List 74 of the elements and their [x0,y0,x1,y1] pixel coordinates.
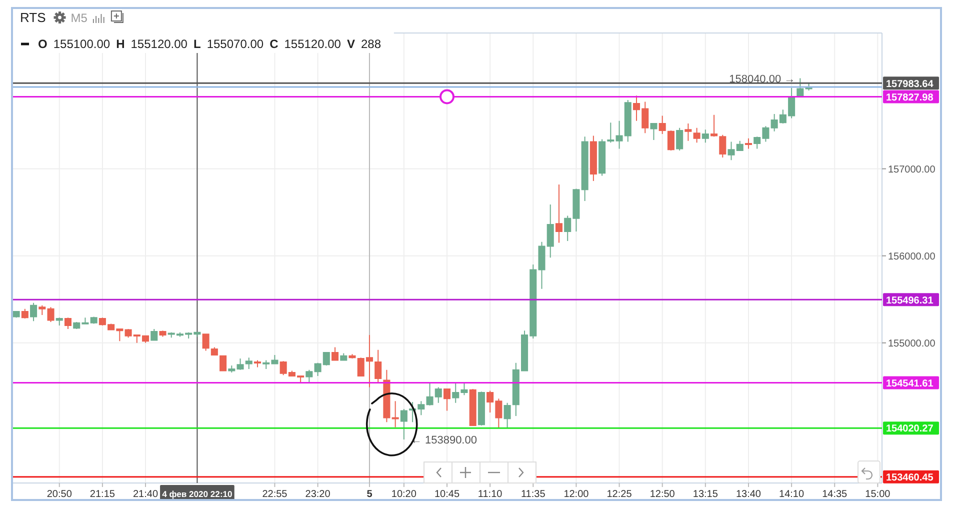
candlestick [443,388,451,412]
candlestick [220,355,227,372]
annotation: 158040.00 → [729,73,796,86]
ref-line-label: 153460.45 [886,472,934,484]
chart-title: RTS [20,10,46,25]
candlestick [693,127,700,144]
candlestick [607,122,614,144]
x-tick-label: 11:10 [478,489,503,500]
candlestick [392,400,399,428]
candlestick [348,354,356,360]
x-tick-label: 21:40 [133,489,158,500]
x-tick-label: 13:40 [736,489,762,500]
x-tick-label: 15:00 [865,489,891,500]
candlestick [306,369,313,384]
candlestick [332,346,339,361]
x-tick-label: 14:10 [779,489,804,500]
y-tick-label: 157000.00 [888,164,936,176]
x-tick-label: 12:50 [650,489,676,500]
x-tick-label: 10:45 [434,489,460,500]
candlestick [374,349,382,383]
candlestick [676,127,684,152]
x-tick-label: 13:15 [692,489,718,500]
candlestick [90,316,98,324]
x-tick-label: 12:00 [564,489,590,500]
candlestick [478,391,485,426]
ref-line-label: 155496.31 [886,295,934,306]
ref-line-label: 157827.98 [886,92,934,104]
candlestick [658,115,666,134]
candlestick [719,134,726,158]
candlestick [383,369,390,423]
candlestick [684,123,692,142]
candlestick [744,138,752,150]
x-tick-label: 14:35 [822,489,848,500]
candlestick [159,330,166,338]
x-tick-label: 5 [366,489,373,500]
candlestick [30,302,38,322]
candlestick [469,388,476,426]
candlestick [340,352,348,361]
candlestick [150,328,158,341]
candlestick [210,346,218,356]
candlestick [667,130,674,152]
candlestick [400,408,408,440]
candlestick [254,360,262,368]
candlestick [202,334,210,352]
candlestick [64,317,72,330]
candlestick [590,135,597,182]
x-tick-label: 20:50 [46,489,72,500]
ref-line-label: 154541.61 [886,378,934,390]
candlestick [21,308,28,319]
ref-line-label: 157983.64 [886,78,934,90]
candlestick [598,138,606,176]
candlestick [12,311,20,318]
x-tick-label: 11:35 [520,489,546,500]
ref-line-label: 154020.27 [886,424,934,435]
annotation: ← 153890.00 [410,434,477,446]
x-tick-label: 21:15 [90,489,116,500]
candlestick [504,402,511,429]
candlestick [710,114,718,138]
y-tick-label: 155000.00 [888,338,936,350]
text: O 155100.00 H 155120.00 L 155070.00 C 155120.00 V 288 [38,37,382,51]
x-tick-label: 4 фев 2020 22:10 [162,489,233,499]
x-tick-label: 10:20 [391,489,417,500]
x-tick-label: 12:25 [606,489,632,500]
candlestick [555,184,562,244]
candlestick [56,317,63,326]
x-tick-label: 22:55 [262,489,288,500]
y-tick-label: 156000.00 [888,251,936,262]
x-tick-label: 23:20 [305,489,331,500]
chart-subtitle: M5 [70,11,88,25]
candlestick [650,123,658,141]
candlestick [796,78,804,98]
candlestick [581,136,588,202]
candlestick [228,364,236,373]
candlestick [702,129,709,144]
